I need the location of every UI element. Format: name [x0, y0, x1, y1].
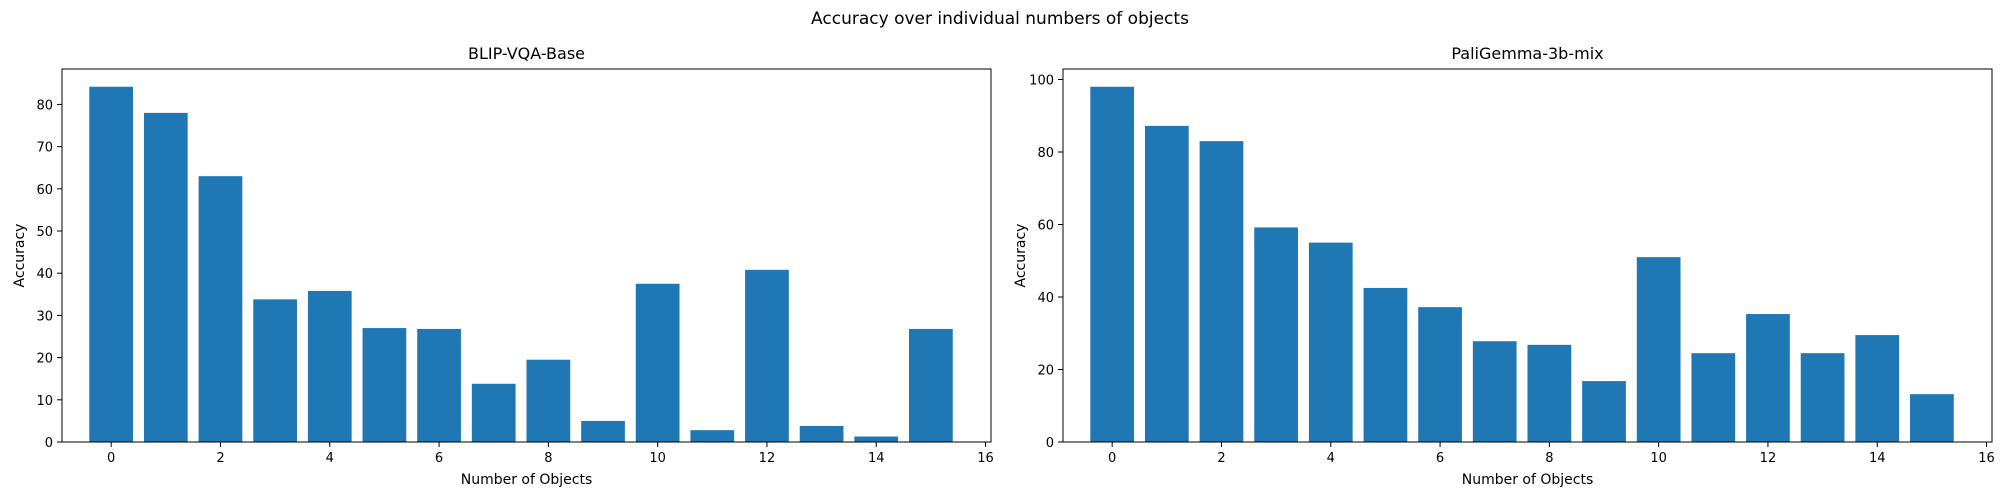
bar: [799, 425, 844, 442]
bar: [581, 420, 625, 442]
chart-blip-vqa-base: 0 2 4 6 8 10 12 14 16 0 10 20 30 40 50 60 70 80 BLIP-VQA-B…: [12, 44, 994, 488]
y-tick-label: 80: [1037, 146, 1054, 161]
bar: [1418, 307, 1462, 442]
y-tick-label: 40: [1037, 291, 1054, 306]
x-axis-label: Number of Objects: [1462, 472, 1594, 488]
bar: [745, 269, 789, 442]
bar: [253, 299, 297, 442]
bar: [307, 290, 352, 442]
bar: [1582, 381, 1626, 442]
x-tick-label: 6: [1436, 451, 1444, 466]
x-tick-label: 10: [1650, 451, 1667, 466]
y-tick-label: 60: [36, 183, 53, 198]
x-tick-label: 6: [435, 451, 443, 466]
bar: [198, 176, 243, 443]
y-axis-label: Accuracy: [1013, 224, 1029, 288]
y-tick-label: 10: [36, 394, 53, 409]
bar: [854, 436, 899, 442]
chart-paligemma-3b-mix: 0 2 4 6 8 10 12 14 16 0 20 40 60 80 100 PaliGemma-3b-mi…: [1013, 44, 1995, 488]
bar: [143, 112, 188, 442]
x-tick-label: 12: [1760, 451, 1777, 466]
x-tick-label: 12: [759, 451, 776, 466]
y-tick-label: 100: [1029, 74, 1054, 89]
bar: [1691, 353, 1736, 442]
x-tick-label: 0: [107, 451, 115, 466]
figure-suptitle: Accuracy over individual numbers of obje…: [811, 9, 1189, 29]
bar: [1855, 335, 1900, 442]
axes-frame: [61, 68, 992, 443]
axes-frame: [1062, 68, 1993, 443]
bar: [1144, 125, 1189, 442]
bar: [1472, 341, 1517, 442]
chart-title: PaliGemma-3b-mix: [1451, 44, 1603, 63]
x-tick-label: 4: [326, 451, 334, 466]
bar: [526, 359, 571, 442]
bar: [362, 328, 407, 442]
bar: [1254, 227, 1298, 442]
bar: [471, 383, 516, 442]
x-tick-label: 14: [1869, 451, 1886, 466]
y-tick-label: 70: [36, 141, 53, 156]
bar: [1527, 344, 1572, 442]
x-tick-label: 8: [1545, 451, 1553, 466]
y-tick-label: 0: [45, 436, 53, 451]
bar: [1910, 394, 1954, 442]
bar: [1636, 257, 1681, 442]
y-tick-label: 0: [1046, 436, 1054, 451]
bar: [1199, 141, 1244, 442]
y-tick-label: 40: [36, 267, 53, 282]
y-axis-label: Accuracy: [12, 224, 28, 288]
bar: [1308, 242, 1353, 442]
bar: [909, 328, 953, 442]
x-axis-label: Number of Objects: [461, 472, 593, 488]
y-tick-label: 60: [1037, 219, 1054, 234]
bar: [1363, 287, 1408, 442]
x-tick-label: 4: [1327, 451, 1335, 466]
bar: [1800, 353, 1845, 442]
bar: [89, 86, 134, 442]
x-tick-label: 16: [1978, 451, 1995, 466]
x-tick-label: 16: [977, 451, 994, 466]
x-tick-label: 14: [868, 451, 885, 466]
bar: [1746, 314, 1790, 442]
bar: [1090, 86, 1135, 442]
bar: [690, 430, 735, 442]
y-tick-label: 80: [36, 98, 53, 113]
x-tick-label: 2: [1217, 451, 1225, 466]
y-tick-label: 50: [36, 225, 53, 240]
bar: [635, 283, 680, 442]
x-tick-label: 10: [649, 451, 666, 466]
y-tick-label: 30: [36, 309, 53, 324]
y-tick-label: 20: [1037, 364, 1054, 379]
x-tick-label: 8: [544, 451, 552, 466]
y-tick-label: 20: [36, 352, 53, 367]
x-tick-label: 2: [216, 451, 224, 466]
bar: [417, 328, 461, 442]
x-tick-label: 0: [1108, 451, 1116, 466]
chart-title: BLIP-VQA-Base: [468, 44, 585, 63]
